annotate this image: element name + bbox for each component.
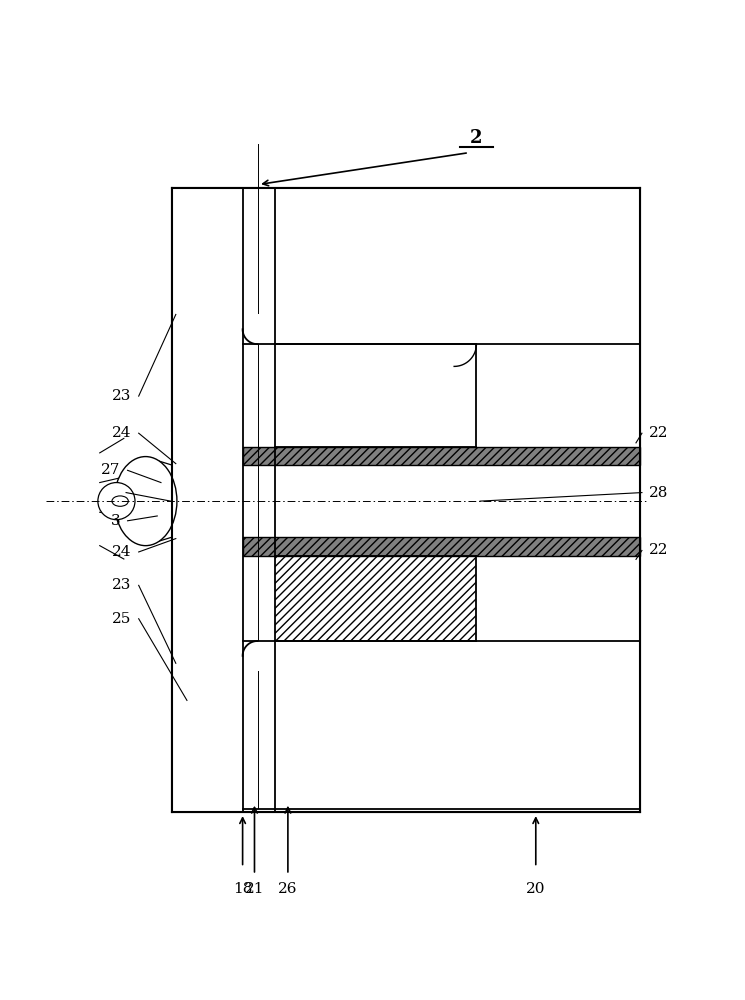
Text: 24: 24	[112, 545, 131, 559]
Bar	[476, 556, 640, 641]
Text: 3: 3	[110, 514, 120, 528]
Bar	[274, 344, 476, 447]
Text: 21: 21	[245, 882, 264, 896]
Text: 27: 27	[101, 463, 120, 477]
Polygon shape	[124, 497, 172, 543]
Ellipse shape	[112, 496, 128, 506]
Text: 20: 20	[526, 882, 545, 896]
Text: 22: 22	[650, 543, 669, 557]
Bar	[172, 188, 640, 812]
Bar	[243, 447, 640, 465]
Text: 23: 23	[112, 389, 131, 403]
Text: 23: 23	[112, 578, 131, 592]
Circle shape	[98, 483, 135, 520]
Bar	[243, 188, 274, 812]
Bar	[243, 641, 640, 810]
Bar	[243, 537, 640, 556]
Text: 26: 26	[278, 882, 298, 896]
Bar	[274, 641, 640, 812]
Bar	[243, 641, 273, 671]
Bar	[476, 344, 640, 447]
Text: 22: 22	[650, 426, 669, 440]
Ellipse shape	[114, 457, 177, 546]
Text: 2: 2	[470, 129, 483, 147]
Bar	[86, 432, 172, 571]
Bar	[274, 188, 640, 344]
Bar	[172, 188, 243, 812]
Bar	[243, 188, 640, 344]
Polygon shape	[124, 459, 172, 505]
Bar	[274, 465, 476, 537]
Text: 25: 25	[112, 612, 131, 626]
Bar	[476, 465, 640, 537]
Text: 28: 28	[650, 486, 669, 500]
Bar	[243, 314, 273, 344]
Text: 24: 24	[112, 426, 131, 440]
Text: 18: 18	[233, 882, 253, 896]
